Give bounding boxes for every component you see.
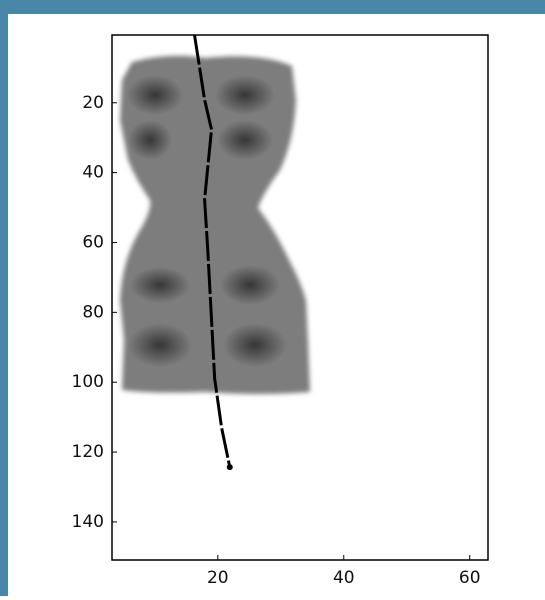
band [127,75,183,115]
y-tick-label: 120 [72,442,104,462]
x-tick-label: 20 [207,568,229,588]
y-tick-label: 80 [82,302,104,322]
band [215,75,275,115]
band [223,323,287,367]
x-tick-label: 60 [459,568,481,588]
x-tick-label: 40 [333,568,355,588]
y-tick-label: 140 [72,512,104,532]
band [128,323,192,367]
y-tick-label: 100 [72,372,104,392]
y-tick-label: 40 [82,163,104,183]
y-tick-label: 60 [82,232,104,252]
band [128,120,172,160]
end-point [227,464,233,470]
page: 20406080100120140204060 (() => { const d… [0,0,545,600]
y-tick-label: 20 [82,93,104,113]
band [130,267,190,303]
chart: 20 40 60 80 100 120 140 20 40 60 [0,0,545,596]
band [217,120,273,160]
band [220,265,280,305]
